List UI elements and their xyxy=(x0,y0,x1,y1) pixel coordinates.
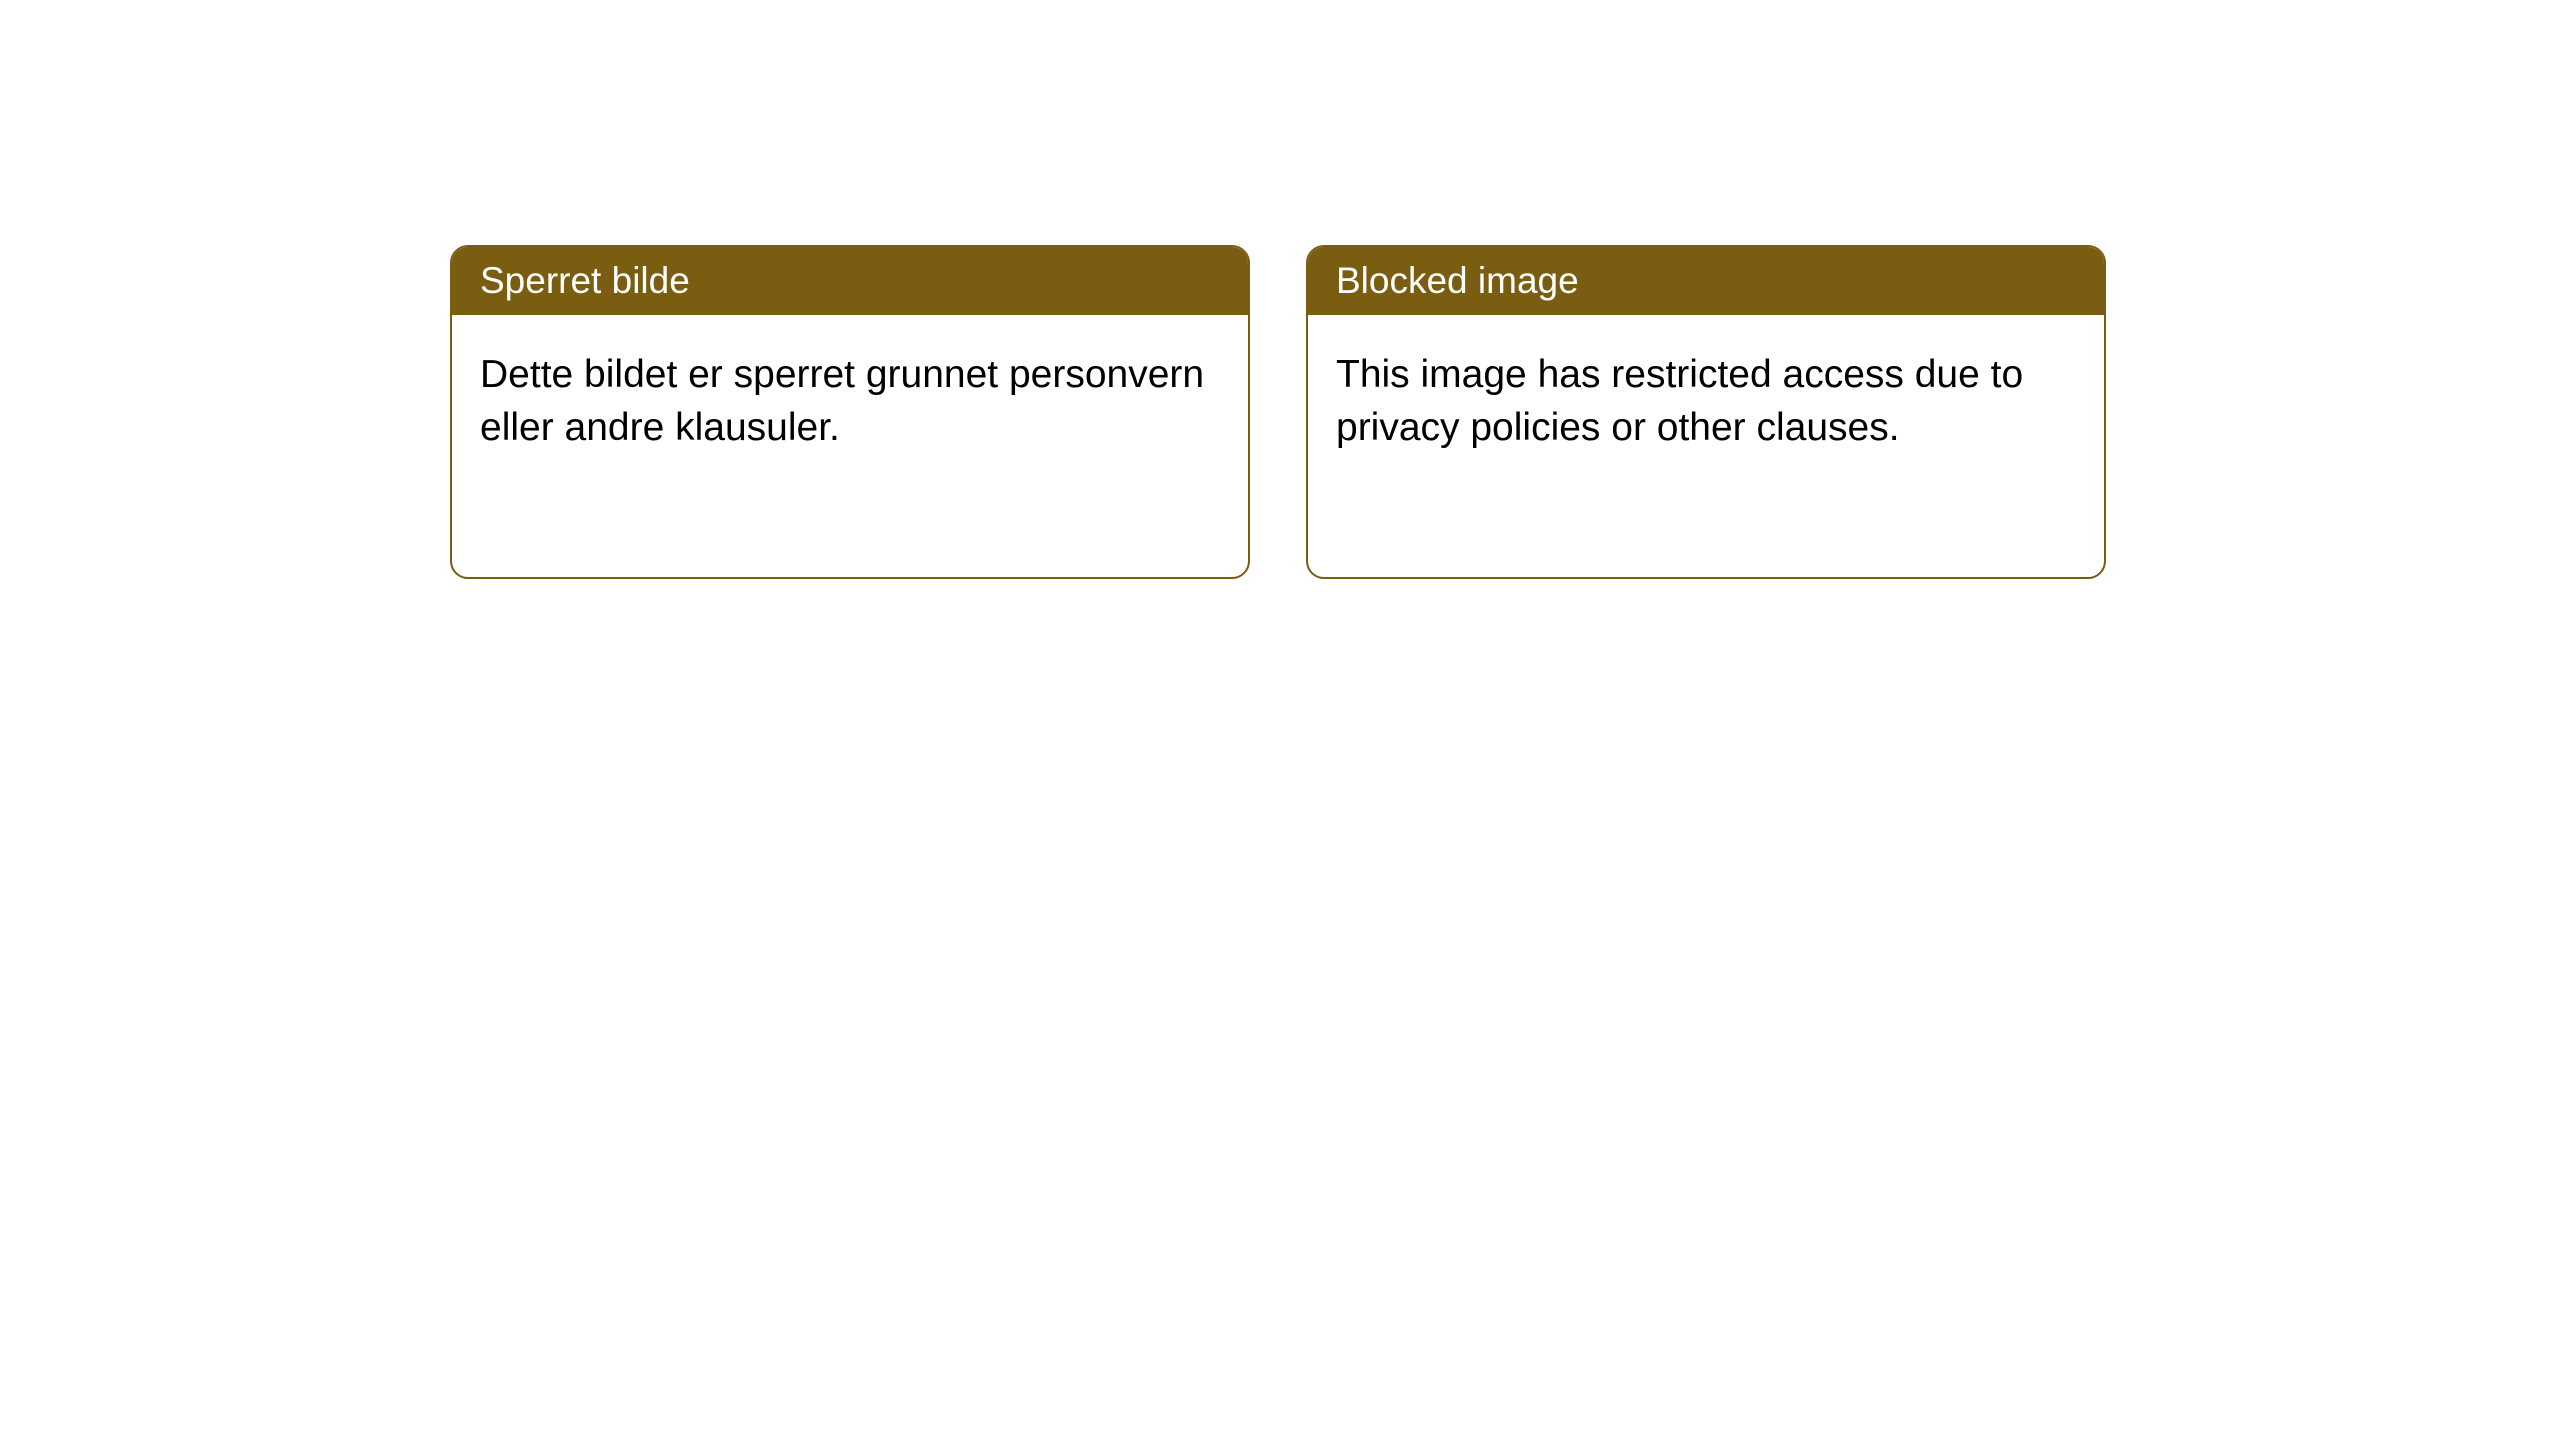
notice-card-title: Blocked image xyxy=(1308,247,2104,315)
notice-cards-container: Sperret bilde Dette bildet er sperret gr… xyxy=(450,245,2106,579)
notice-card-body: Dette bildet er sperret grunnet personve… xyxy=(452,315,1248,488)
notice-card-english: Blocked image This image has restricted … xyxy=(1306,245,2106,579)
notice-card-norwegian: Sperret bilde Dette bildet er sperret gr… xyxy=(450,245,1250,579)
notice-card-body: This image has restricted access due to … xyxy=(1308,315,2104,488)
notice-card-title: Sperret bilde xyxy=(452,247,1248,315)
